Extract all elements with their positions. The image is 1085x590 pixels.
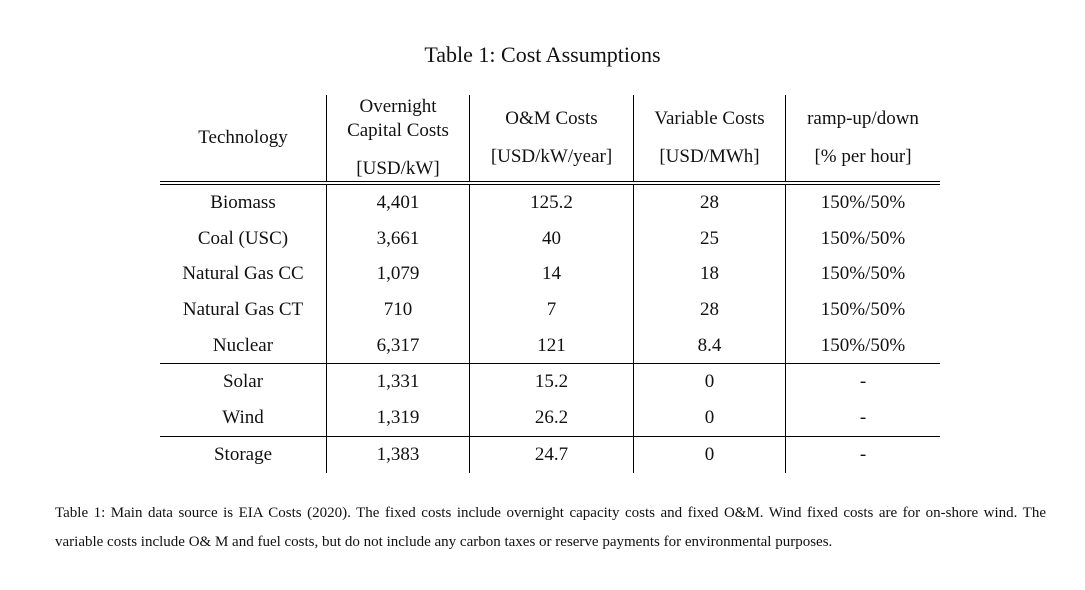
table-row: Storage 1,383 24.7 0 - <box>160 436 940 473</box>
cell-variable-costs: 0 <box>633 400 786 437</box>
cell-technology: Wind <box>160 400 327 437</box>
header-om-costs: O&M Costs [USD/kW/year] <box>469 95 634 185</box>
cell-capital-costs: 1,331 <box>326 363 470 401</box>
cell-om-costs: 26.2 <box>469 400 634 437</box>
cell-om-costs: 14 <box>469 256 634 293</box>
header-unit: [USD/kW] <box>356 158 440 179</box>
table-row: Solar 1,331 15.2 0 - <box>160 363 940 401</box>
header-label: Capital Costs <box>347 120 449 141</box>
cell-capital-costs: 3,661 <box>326 220 470 257</box>
cell-om-costs: 121 <box>469 327 634 365</box>
cell-technology: Biomass <box>160 183 327 221</box>
cell-technology: Natural Gas CC <box>160 256 327 293</box>
cell-om-costs: 7 <box>469 292 634 328</box>
header-unit: [USD/kW/year] <box>490 146 613 167</box>
header-unit: [% per hour] <box>814 146 912 167</box>
header-label: Variable Costs <box>654 108 765 129</box>
table-row: Coal (USC) 3,661 40 25 150%/50% <box>160 220 940 257</box>
cell-om-costs: 24.7 <box>469 436 634 473</box>
table-row: Natural Gas CC 1,079 14 18 150%/50% <box>160 256 940 293</box>
cell-ramp-rate: 150%/50% <box>820 298 906 320</box>
cell-capital-costs: 1,079 <box>326 256 470 293</box>
cell-capital-costs: 1,383 <box>326 436 470 473</box>
cell-capital-costs: 6,317 <box>326 327 470 365</box>
cell-ramp-rate: - <box>785 400 940 437</box>
cell-variable-costs: 18 <box>633 256 786 293</box>
header-label: Technology <box>198 127 288 148</box>
cell-om-costs: 40 <box>469 220 634 257</box>
table-title: Table 1: Cost Assumptions <box>424 42 661 67</box>
header-label: O&M Costs <box>505 108 598 129</box>
cell-variable-costs: 28 <box>633 292 786 328</box>
header-unit: [USD/MWh] <box>659 146 760 167</box>
table-row: Nuclear 6,317 121 8.4 150%/50% <box>160 327 940 365</box>
header-label: Overnight <box>359 96 437 117</box>
cell-technology: Natural Gas CT <box>160 292 327 328</box>
table-row: Biomass 4,401 125.2 28 150%/50% <box>160 183 940 221</box>
cell-technology: Coal (USC) <box>160 220 327 257</box>
cell-technology: Storage <box>160 436 327 473</box>
cell-om-costs: 15.2 <box>469 363 634 401</box>
cell-capital-costs: 4,401 <box>326 183 470 221</box>
table-row: Wind 1,319 26.2 0- <box>160 400 940 437</box>
cell-ramp-rate: 150%/50% <box>820 263 906 285</box>
cell-ramp-rate: 150%/50% <box>785 327 940 365</box>
cell-technology: Solar <box>160 363 327 401</box>
cell-ramp-rate: 150%/50% <box>820 191 906 213</box>
cell-technology: Nuclear <box>160 327 327 365</box>
cell-capital-costs: 710 <box>326 292 470 328</box>
cell-capital-costs: 1,319 <box>326 400 470 437</box>
cell-variable-costs: 0 <box>633 436 786 473</box>
cell-ramp-rate: 150%/50% <box>820 227 906 249</box>
header-row: Technology Overnight Capital Costs [USD/kW]… <box>160 95 940 185</box>
header-technology: Technology <box>160 95 327 185</box>
header-capital-costs: Overnight Capital Costs [USD/kW] <box>326 95 470 185</box>
cell-variable-costs: 8.4 <box>633 327 786 365</box>
cell-variable-costs: 25 <box>633 220 786 257</box>
cost-assumptions-table: Technology Overnight Capital Costs [USD/kW]… <box>160 95 940 473</box>
header-label: ramp-up/down <box>807 108 919 129</box>
table-row: Natural Gas CT 710 7 28 150%/50% <box>160 292 940 328</box>
header-variable-costs: Variable Costs [USD/MWh] <box>633 95 786 185</box>
cell-om-costs: 125.2 <box>469 183 634 221</box>
cell-ramp-rate: - <box>859 443 867 465</box>
cell-variable-costs: 0 <box>633 363 786 401</box>
header-ramp-rate: ramp-up/down [% per hour] <box>785 95 940 185</box>
cell-variable-costs: 28 <box>633 183 786 221</box>
table-caption: Table 1: Main data source is EIA Costs (… <box>55 505 1046 550</box>
cell-ramp-rate: - <box>859 371 867 393</box>
